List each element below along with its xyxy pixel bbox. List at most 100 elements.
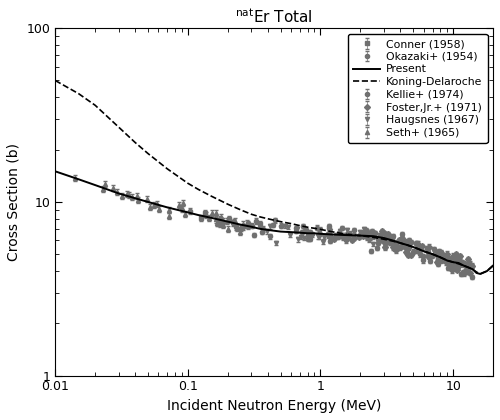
Present xyxy=(460,263,466,268)
Present xyxy=(248,224,254,229)
Koning-Delaroche xyxy=(438,255,444,260)
Present xyxy=(318,231,324,236)
Present xyxy=(484,268,490,273)
Present xyxy=(404,242,410,247)
Koning-Delaroche xyxy=(370,235,376,240)
Koning-Delaroche xyxy=(390,239,396,244)
Koning-Delaroche xyxy=(441,256,447,261)
Present xyxy=(132,196,138,201)
Koning-Delaroche xyxy=(477,271,483,276)
Present xyxy=(426,250,432,255)
Present xyxy=(52,169,58,174)
Koning-Delaroche xyxy=(341,231,347,236)
Present xyxy=(297,230,303,235)
Present xyxy=(390,238,396,243)
Present xyxy=(145,200,151,205)
Present xyxy=(420,249,426,254)
Present xyxy=(92,183,98,188)
Present xyxy=(76,177,82,182)
Present xyxy=(434,253,440,258)
Present xyxy=(456,260,462,265)
Koning-Delaroche xyxy=(420,249,426,254)
Legend: Conner (1958), Okazaki+ (1954), Present, Koning-Delaroche, Kellie+ (1974), Foste: Conner (1958), Okazaki+ (1954), Present,… xyxy=(348,34,488,143)
Koning-Delaroche xyxy=(404,242,410,247)
Present xyxy=(341,233,347,238)
Present xyxy=(304,231,310,236)
Koning-Delaroche xyxy=(116,124,121,129)
Present xyxy=(398,241,404,246)
Present xyxy=(116,191,121,196)
Koning-Delaroche xyxy=(312,226,318,231)
Koning-Delaroche xyxy=(196,187,202,192)
Koning-Delaroche xyxy=(490,263,496,268)
Koning-Delaroche xyxy=(465,265,471,270)
Koning-Delaroche xyxy=(444,258,450,263)
Present xyxy=(264,227,270,232)
Koning-Delaroche xyxy=(52,78,58,83)
Koning-Delaroche xyxy=(426,250,432,255)
Koning-Delaroche xyxy=(398,241,404,246)
Present xyxy=(278,229,283,234)
Y-axis label: Cross Section (b): Cross Section (b) xyxy=(7,143,21,261)
Present xyxy=(257,226,263,231)
Line: Koning-Delaroche: Koning-Delaroche xyxy=(55,81,493,274)
Koning-Delaroche xyxy=(410,244,416,249)
Present xyxy=(450,260,456,265)
Koning-Delaroche xyxy=(278,219,283,224)
Present xyxy=(477,271,483,276)
Present xyxy=(444,258,450,263)
Present xyxy=(470,267,476,272)
Koning-Delaroche xyxy=(76,91,82,96)
Present xyxy=(410,244,416,249)
Koning-Delaroche xyxy=(164,166,170,171)
Koning-Delaroche xyxy=(358,233,364,238)
Koning-Delaroche xyxy=(92,103,98,108)
Koning-Delaroche xyxy=(264,216,270,221)
X-axis label: Incident Neutron Energy (MeV): Incident Neutron Energy (MeV) xyxy=(167,399,382,413)
Present xyxy=(208,215,214,220)
Present xyxy=(381,236,387,241)
Koning-Delaroche xyxy=(132,140,138,145)
Koning-Delaroche xyxy=(208,194,214,199)
Koning-Delaroche xyxy=(450,260,456,265)
Present xyxy=(312,231,318,236)
Koning-Delaroche xyxy=(318,227,324,232)
Koning-Delaroche xyxy=(288,221,294,226)
Present xyxy=(196,213,202,218)
Present xyxy=(441,256,447,261)
Present xyxy=(447,259,453,264)
Present xyxy=(416,247,422,252)
Koning-Delaroche xyxy=(238,207,244,213)
Koning-Delaroche xyxy=(297,223,303,228)
Present xyxy=(238,222,244,227)
Koning-Delaroche xyxy=(145,151,151,156)
Present xyxy=(370,234,376,239)
Title: $^{\mathrm{nat}}$Er Total: $^{\mathrm{nat}}$Er Total xyxy=(236,7,313,26)
Present xyxy=(465,265,471,270)
Koning-Delaroche xyxy=(484,268,490,273)
Present xyxy=(490,263,496,268)
Koning-Delaroche xyxy=(304,225,310,230)
Koning-Delaroche xyxy=(430,252,436,257)
Koning-Delaroche xyxy=(257,214,263,219)
Present xyxy=(225,219,231,224)
Koning-Delaroche xyxy=(470,267,476,272)
Present xyxy=(358,233,364,238)
Koning-Delaroche xyxy=(447,259,453,264)
Line: Present: Present xyxy=(55,171,493,274)
Koning-Delaroche xyxy=(474,270,480,275)
Present xyxy=(288,230,294,235)
Koning-Delaroche xyxy=(328,229,334,234)
Koning-Delaroche xyxy=(434,253,440,258)
Koning-Delaroche xyxy=(460,263,466,268)
Koning-Delaroche xyxy=(248,212,254,217)
Koning-Delaroche xyxy=(416,247,422,252)
Koning-Delaroche xyxy=(185,181,191,186)
Present xyxy=(328,232,334,237)
Present xyxy=(185,210,191,215)
Present xyxy=(430,252,436,257)
Present xyxy=(164,205,170,210)
Koning-Delaroche xyxy=(381,237,387,242)
Present xyxy=(474,270,480,276)
Koning-Delaroche xyxy=(456,261,462,266)
